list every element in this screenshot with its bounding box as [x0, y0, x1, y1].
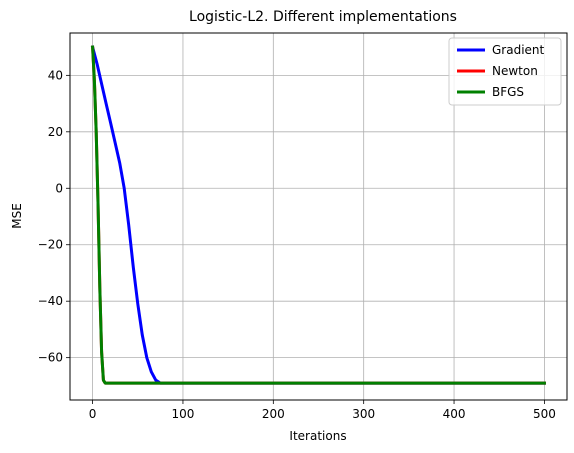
legend: Gradient Newton BFGS	[448, 37, 562, 106]
legend-label-gradient: Gradient	[492, 43, 545, 57]
plot-frame	[69, 32, 568, 401]
y-tick-label: 40	[48, 68, 63, 82]
x-tick-label: 300	[352, 407, 375, 421]
series-group	[90, 45, 546, 385]
x-tick-label: 100	[172, 407, 195, 421]
legend-label-newton: Newton	[492, 64, 538, 78]
series-line-bfgs	[91, 45, 546, 385]
x-tick-label: 400	[443, 407, 466, 421]
y-tick-label: −40	[38, 294, 63, 308]
y-tick-label: −60	[38, 351, 63, 365]
x-tick-label: 500	[533, 407, 556, 421]
x-tick-label: 0	[89, 407, 97, 421]
x-tick-label: 200	[262, 407, 285, 421]
chart-title: Logistic-L2. Different implementations	[189, 9, 457, 25]
y-tick-label: −20	[38, 238, 63, 252]
x-axis-label: Iterations	[289, 429, 346, 443]
y-axis: −60 −40 −20 0 20 40	[38, 68, 70, 365]
legend-box	[448, 37, 562, 106]
y-tick-label: 0	[55, 181, 63, 195]
y-axis-label: MSE	[10, 203, 24, 229]
legend-label-bfgs: BFGS	[492, 85, 524, 99]
y-tick-label: 20	[48, 125, 63, 139]
x-axis: 0 100 200 300 400 500	[89, 400, 556, 421]
